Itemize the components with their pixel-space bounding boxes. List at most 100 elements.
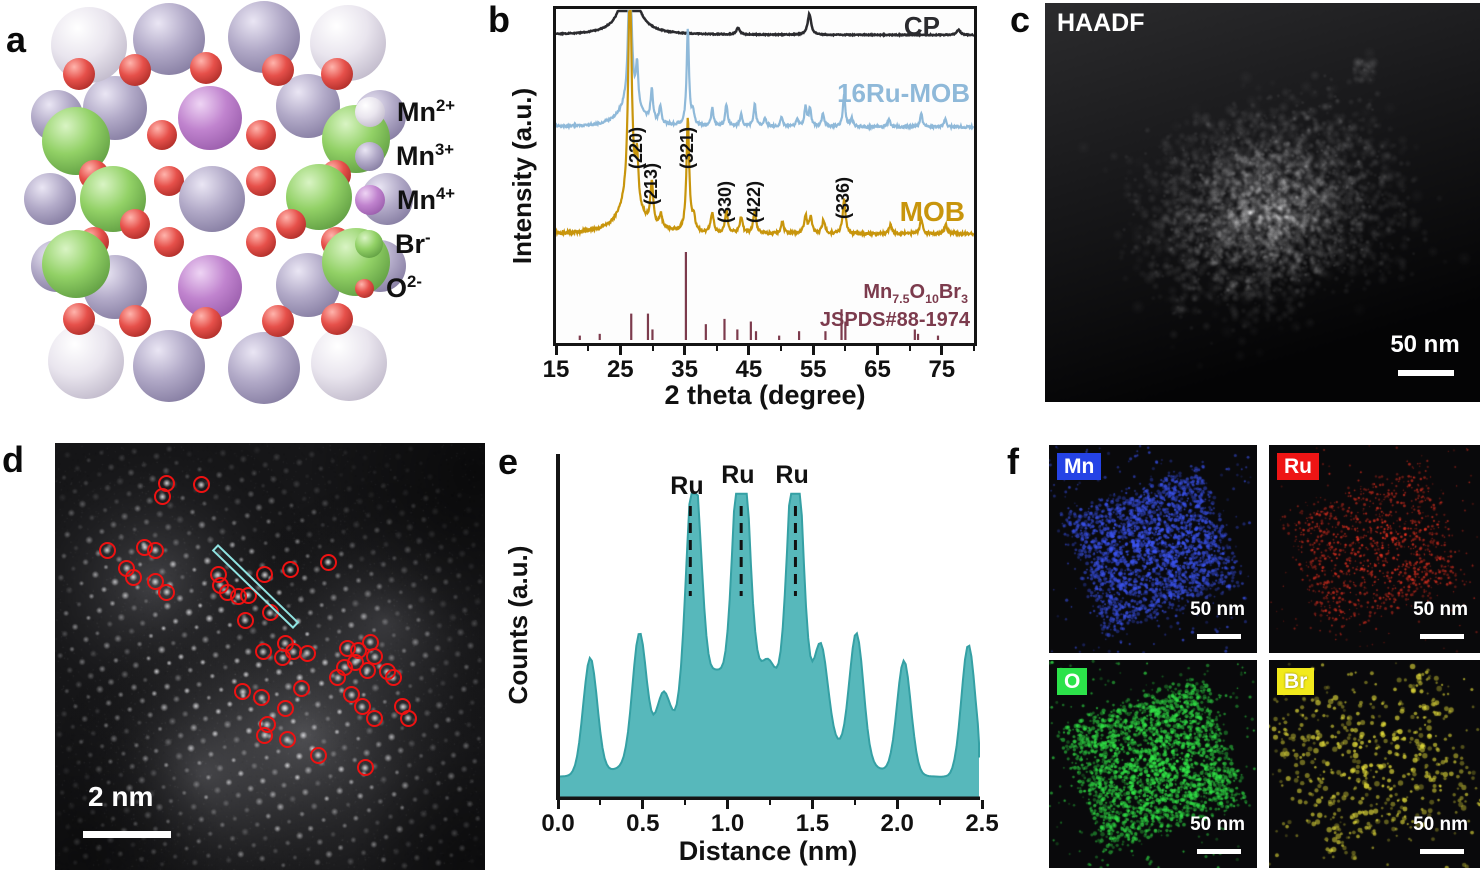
atom-sphere-Mn3	[228, 332, 301, 405]
legend-item-mn3p: Mn3+	[355, 136, 454, 176]
atom-sphere-Mn3	[133, 330, 205, 403]
atom-marker-circle	[384, 669, 402, 687]
atom-sphere-O	[147, 120, 178, 151]
legend-label: O2-	[386, 272, 422, 303]
atom-marker-circle	[319, 553, 337, 571]
atom-marker-circle	[146, 541, 164, 559]
xrd-major-tick	[683, 346, 687, 355]
ru-annotation: Ru	[721, 461, 755, 489]
eds-map-label-ru: Ru	[1277, 453, 1319, 481]
atom-marker-circle	[278, 731, 296, 749]
eds-scalebar	[1420, 634, 1464, 639]
xrd-minor-tick	[715, 346, 718, 351]
xrd-y-axis-title: Intensity (a.u.)	[507, 87, 537, 265]
legend-label: Mn4+	[397, 184, 456, 215]
atom-sphere-Mn4	[177, 85, 242, 150]
atom-marker-circle	[366, 648, 384, 666]
atom-marker-circle	[234, 683, 252, 701]
legend-swatch-Mn3	[355, 141, 384, 171]
xrd-tick-label: 35	[671, 356, 698, 383]
atom-marker-circle	[192, 476, 210, 494]
atom-marker-circle	[239, 586, 257, 604]
panel-letter-f: f	[1007, 441, 1019, 482]
atom-marker-circle	[253, 689, 271, 707]
xrd-x-axis-title: 2 theta (degree)	[664, 380, 866, 410]
atom-sphere-O	[154, 227, 184, 257]
atom-marker-circle	[366, 709, 384, 727]
xrd-major-tick	[554, 346, 558, 355]
atom-marker-circle	[124, 568, 142, 586]
xrd-minor-tick	[844, 346, 847, 351]
atom-marker-circle	[256, 566, 274, 584]
curve-label-mob: MOB	[899, 196, 965, 227]
atom-marker-circle	[399, 709, 417, 727]
atom-marker-circle	[274, 649, 292, 667]
xrd-curve-16ru-mob	[556, 9, 974, 132]
atom-sphere-Mn2	[47, 322, 124, 399]
haadf-scalebar-text: 50 nm	[1390, 331, 1460, 358]
atom-marker-circle	[261, 604, 279, 622]
atom-sphere-O	[119, 54, 151, 87]
panel-letter-b: b	[488, 0, 510, 40]
atom-sphere-O	[62, 58, 95, 91]
profile-area	[558, 493, 979, 797]
line-profile-chart	[556, 454, 980, 800]
panel-letter-e: e	[498, 441, 519, 482]
xrd-major-tick	[618, 346, 622, 355]
atom-sphere-Mn3	[178, 165, 245, 232]
crystal-structure-model	[24, 0, 413, 405]
profile-minor-tick	[599, 800, 602, 805]
eds-scalebar-text: 50 nm	[1190, 599, 1245, 620]
reference-card-formula: Mn7.5O10Br3	[863, 281, 968, 306]
atom-marker-circle	[309, 746, 327, 764]
hrtem-image: 2 nm	[55, 443, 485, 870]
hrtem-scalebar-text: 2 nm	[88, 781, 154, 812]
atom-sphere-O	[321, 303, 354, 335]
reference-card-number: JSPDS#88-1974	[819, 309, 970, 331]
atom-sphere-O	[245, 165, 276, 196]
xrd-curves	[556, 9, 974, 340]
xrd-tick-label: 15	[542, 356, 570, 383]
atom-marker-circle	[158, 583, 176, 601]
profile-tick-label: 1.5	[795, 810, 830, 837]
legend-item-brm: Br-	[355, 224, 431, 264]
xrd-tick-label: 55	[799, 356, 827, 383]
profile-major-tick	[980, 800, 984, 809]
atom-sphere-O	[261, 54, 294, 87]
atom-marker-circle	[298, 644, 316, 662]
legend-label: Mn2+	[397, 96, 456, 127]
atom-marker-circle	[281, 561, 299, 579]
profile-minor-tick	[684, 800, 687, 805]
profile-major-tick	[556, 800, 560, 809]
legend-swatch-Mn4	[355, 185, 385, 215]
haadf-micrograph	[1045, 3, 1480, 402]
atom-sphere-Mn3	[24, 172, 76, 225]
profile-major-tick	[641, 800, 645, 809]
atom-sphere-O	[190, 52, 223, 85]
atom-sphere-O	[245, 227, 276, 257]
atom-sphere-O	[120, 209, 150, 240]
xrd-minor-tick	[587, 346, 590, 351]
atom-marker-circle	[98, 541, 116, 559]
atom-sphere-O	[321, 58, 354, 91]
profile-minor-tick	[938, 800, 941, 805]
legend-item-o2m: O2-	[355, 268, 422, 308]
atom-legend: Mn2+ Mn3+ Mn4+ Br- O2-	[355, 92, 490, 312]
eds-map-mn: Mn 50 nm	[1049, 445, 1257, 653]
profile-x-axis-title: Distance (nm)	[678, 836, 858, 866]
eds-scalebar	[1197, 634, 1241, 639]
curve-label-16ru-mob: 16Ru-MOB	[837, 78, 970, 108]
xrd-plot-frame	[553, 6, 977, 346]
eds-map-label-mn: Mn	[1057, 453, 1102, 481]
legend-label: Br-	[395, 228, 431, 259]
eds-scalebar-text: 50 nm	[1190, 814, 1245, 835]
hrtem-scalebar	[83, 831, 171, 838]
profile-tick-label: 0.5	[626, 810, 660, 837]
eds-scalebar-text: 50 nm	[1413, 814, 1468, 835]
xrd-minor-tick	[651, 346, 654, 351]
xrd-major-tick	[747, 346, 751, 355]
haadf-scalebar	[1398, 370, 1454, 376]
profile-major-tick	[726, 800, 730, 809]
atom-marker-circle	[236, 611, 254, 629]
atom-sphere-O	[261, 305, 294, 337]
